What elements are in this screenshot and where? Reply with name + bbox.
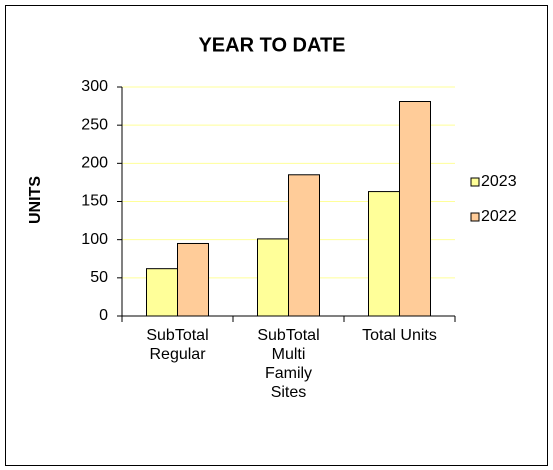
x-tick-label: Total Units — [362, 327, 437, 344]
bar — [399, 101, 431, 317]
chart-title: YEAR TO DATE — [198, 34, 345, 56]
bar — [368, 191, 400, 317]
y-axis-label: UNITS — [27, 176, 44, 224]
y-tick-label: 150 — [81, 193, 108, 210]
x-tick-label-box: SubTotal Regular — [146, 327, 209, 363]
y-tick-label: 50 — [90, 269, 108, 286]
bar — [146, 268, 178, 317]
x-tick-label: SubTotal Regular — [146, 327, 209, 363]
bar — [257, 238, 289, 317]
bar — [177, 242, 209, 317]
legend-label: 2022 — [481, 208, 517, 225]
legend-label: 2023 — [481, 173, 517, 190]
y-tick-label: 250 — [81, 116, 108, 133]
y-tick-label: 100 — [81, 231, 108, 248]
bar — [288, 174, 320, 317]
x-tick-label-box: Total Units — [362, 327, 437, 344]
y-tick-label: 300 — [81, 78, 108, 95]
y-tick-label: 200 — [81, 155, 108, 172]
x-tick-label: SubTotal Multi Family Sites — [257, 327, 320, 401]
y-tick-label: 0 — [99, 307, 108, 324]
chart-border — [5, 5, 548, 466]
legend-swatch — [470, 177, 480, 187]
legend-swatch — [470, 212, 480, 222]
x-tick-label-box: SubTotal Multi Family Sites — [257, 327, 320, 401]
